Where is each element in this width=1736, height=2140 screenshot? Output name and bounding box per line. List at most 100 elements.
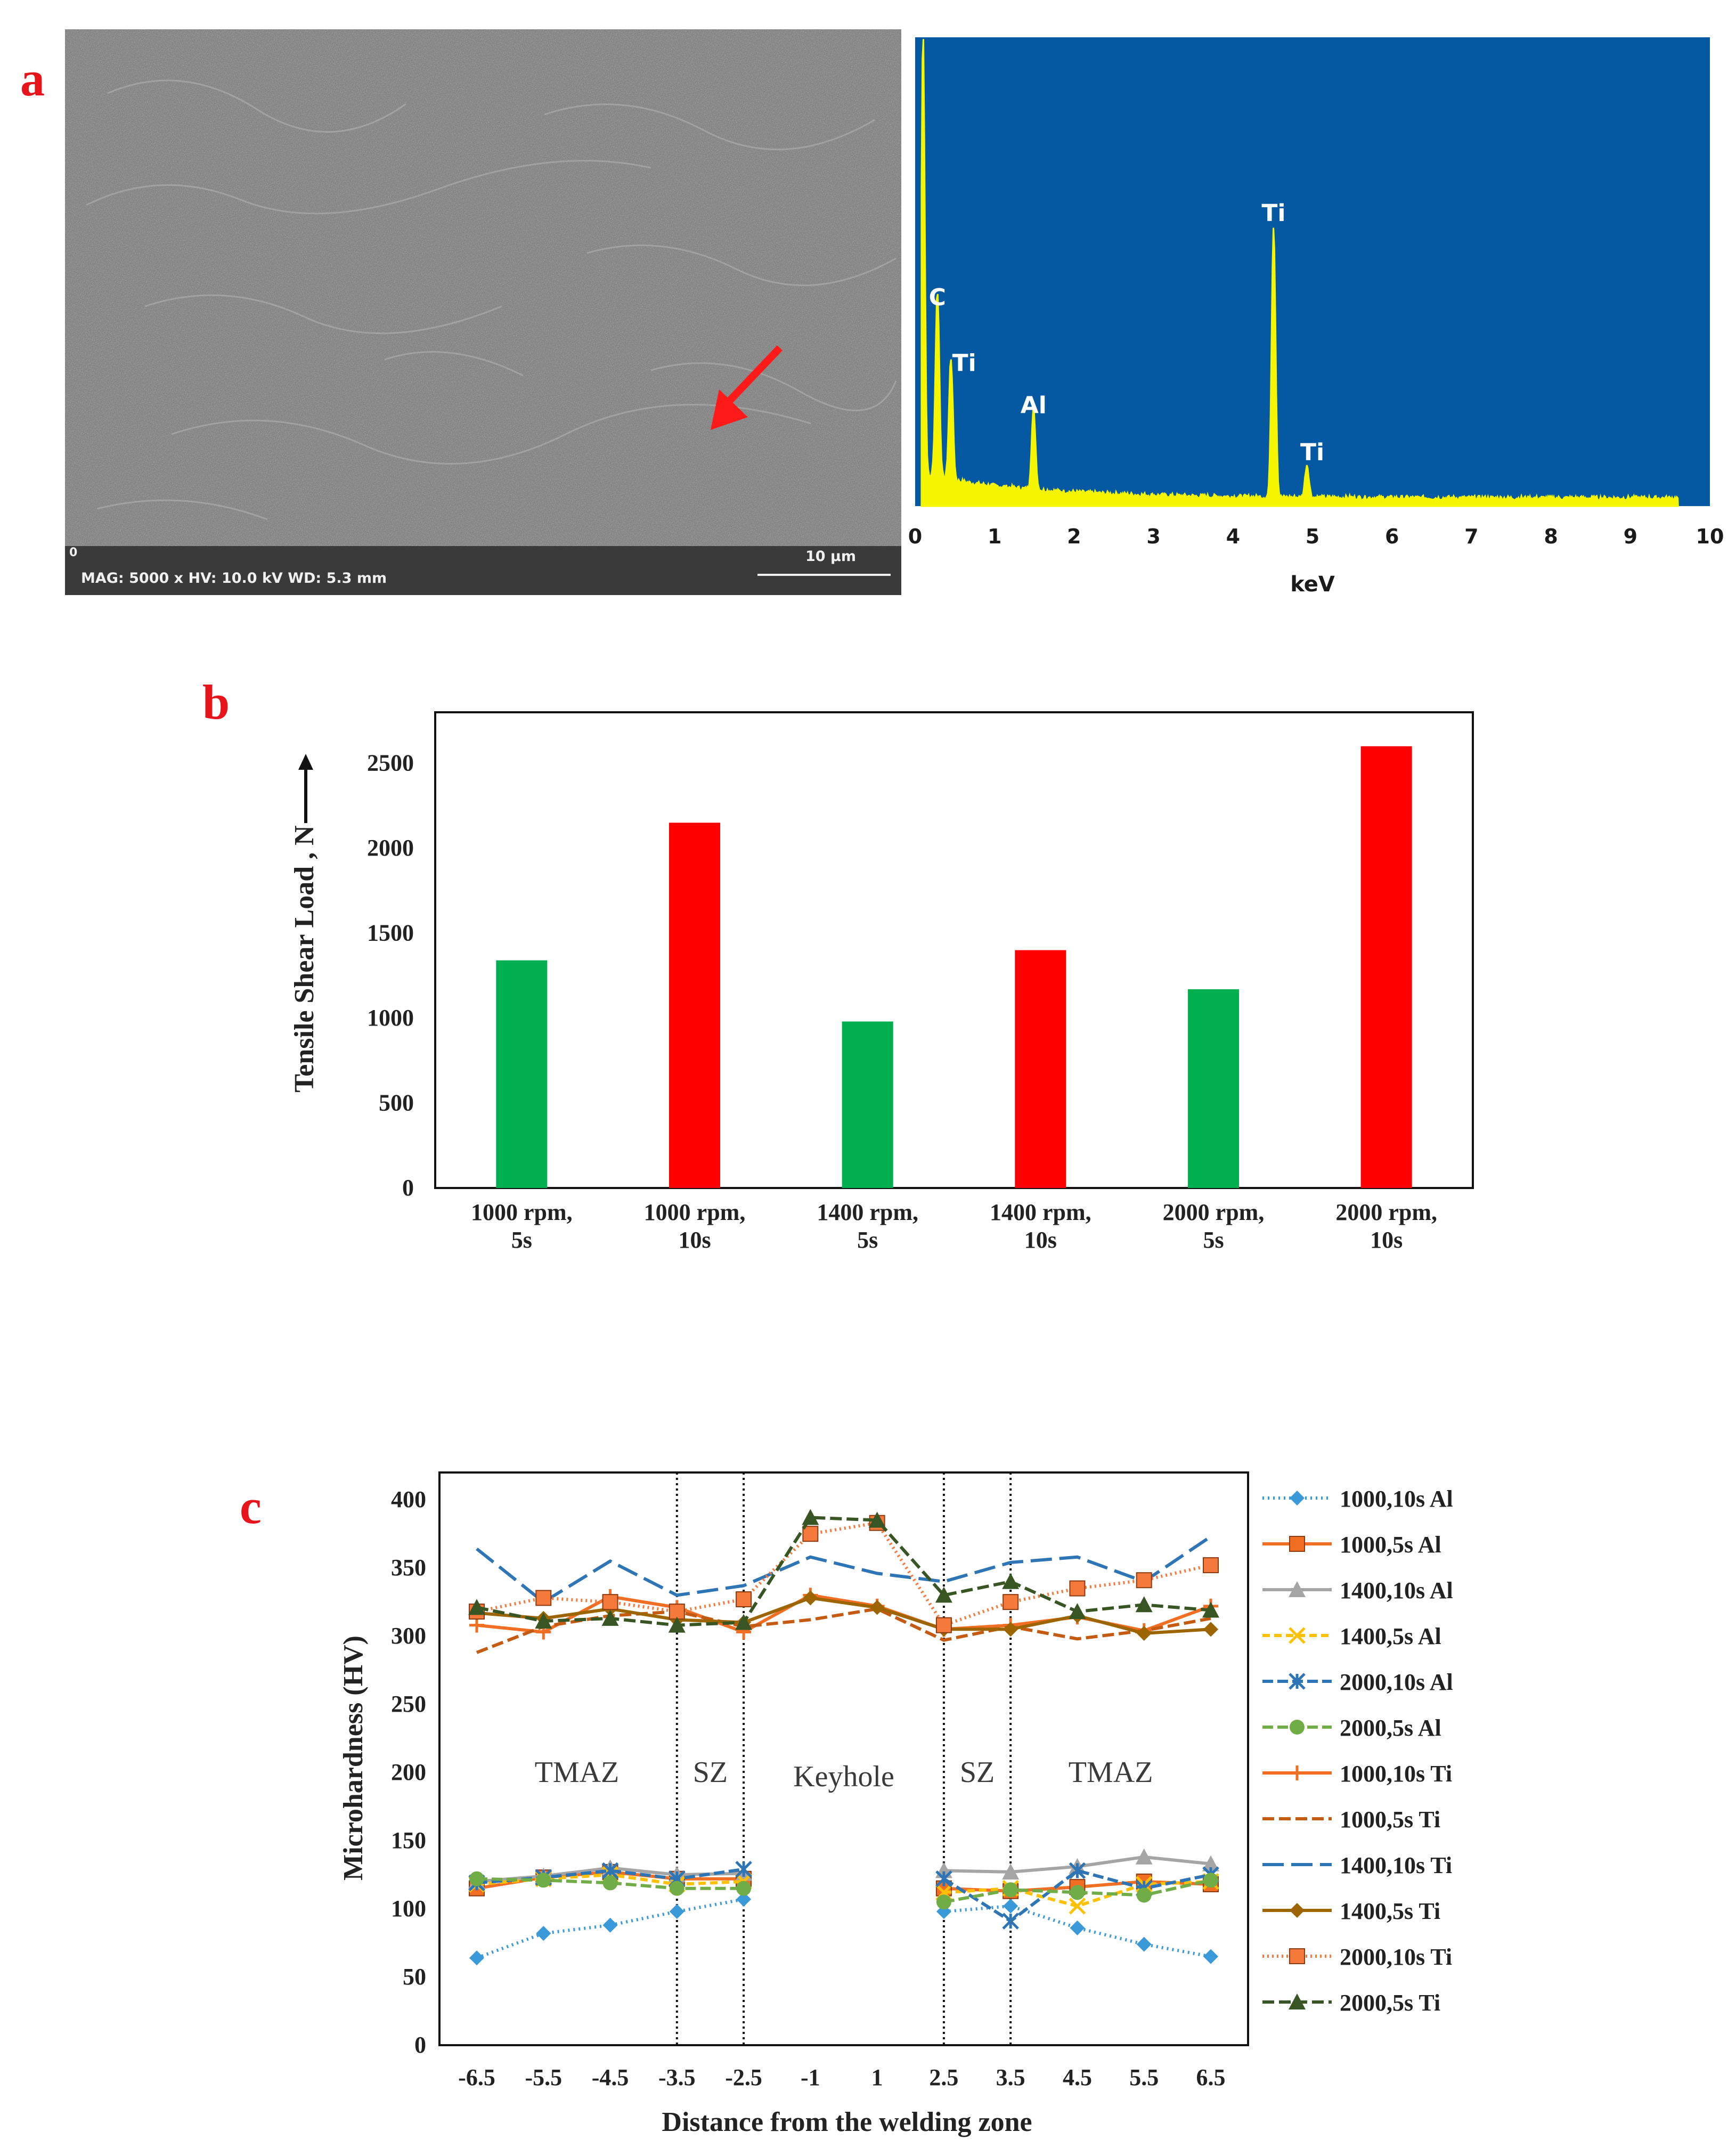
- line-plot-frame: [438, 1471, 1249, 2046]
- line-marker: [1289, 1948, 1305, 1964]
- line-marker: [1070, 1885, 1085, 1900]
- eds-spectrum: C Ti Al Ti Ti 0 1 2 3 4 5 6 7 8 9 10 keV: [908, 37, 1724, 597]
- line-marker: [1203, 1873, 1218, 1888]
- eds-xtick: 7: [1464, 525, 1478, 548]
- series-2000-10s-al: [468, 1861, 1219, 1930]
- eds-xlabel: keV: [1290, 572, 1335, 597]
- line-marker: [1136, 1572, 1152, 1589]
- line-ytick: 400: [391, 1486, 426, 1512]
- line-marker: [1290, 1491, 1305, 1506]
- sem-micrograph: 0 MAG: 5000 x HV: 10.0 kV WD: 5.3 mm 10 …: [65, 29, 901, 595]
- bar-xtick: 10s: [678, 1227, 711, 1253]
- line-marker: [936, 1894, 951, 1910]
- line-ylabel: Microhardness (HV): [338, 1635, 369, 1881]
- line-marker: [1289, 1581, 1306, 1597]
- panel-c-label: c: [240, 1479, 262, 1534]
- legend-item: 2000,10s Ti: [1262, 1944, 1452, 1970]
- line-xtick: -6.5: [458, 2064, 495, 2090]
- line-xtick: 3.5: [996, 2064, 1025, 2090]
- legend-item: 2000,10s Al: [1262, 1669, 1453, 1695]
- series-2000-5s-ti: [468, 1509, 1219, 1633]
- line-marker: [1290, 1765, 1305, 1780]
- legend-item: 1000,10s Al: [1262, 1486, 1453, 1512]
- eds-xtick: 6: [1385, 525, 1399, 548]
- bar-xtick: 1000 rpm,: [644, 1199, 746, 1225]
- line-marker: [736, 1892, 752, 1907]
- series-2000-5s-al: [469, 1871, 1218, 1910]
- line-marker: [1202, 1855, 1219, 1872]
- bar-ylabel: Tensile Shear Load , N: [289, 825, 320, 1092]
- grain-boundaries: [86, 79, 897, 520]
- sem-arrow: [711, 345, 783, 430]
- eds-xtick: 2: [1067, 525, 1081, 548]
- bar: [669, 823, 720, 1188]
- legend-label: 2000,10s Al: [1340, 1669, 1453, 1695]
- series-1000-10s-al: [469, 1892, 1218, 1966]
- line-marker: [1203, 1557, 1219, 1574]
- line-ytick: 350: [391, 1555, 426, 1581]
- line-marker: [1069, 1580, 1086, 1597]
- line-marker: [1070, 1920, 1085, 1935]
- line-marker: [1135, 1848, 1153, 1865]
- line-xtick: -5.5: [525, 2064, 562, 2090]
- line-marker: [803, 1590, 818, 1606]
- line-marker: [1002, 1863, 1020, 1879]
- line-marker: [1136, 1887, 1152, 1903]
- series-line: [476, 1535, 1212, 1604]
- sem-corner-label: 0: [69, 546, 78, 559]
- series-line: [476, 1607, 1211, 1654]
- line-marker: [1003, 1882, 1018, 1898]
- legend-label: 2000,5s Ti: [1340, 1990, 1440, 2016]
- line-marker: [469, 1950, 484, 1966]
- line-marker: [735, 1861, 752, 1878]
- eds-xtick: 5: [1306, 525, 1319, 548]
- line-marker: [536, 1873, 551, 1888]
- line-chart: 0 50 100 150 200 250 300 350 400 -6.5 -5.5 -4.5 -3.…: [338, 1471, 1453, 2137]
- eds-peak-label: C: [929, 284, 946, 311]
- line-marker: [1290, 1720, 1305, 1735]
- line-ytick: 250: [391, 1691, 426, 1717]
- line-marker: [469, 1871, 484, 1886]
- bar-ytick: 0: [402, 1175, 414, 1201]
- legend-item: 1400,5s Al: [1262, 1623, 1441, 1649]
- legend-label: 1000,5s Al: [1340, 1532, 1441, 1558]
- line-marker: [802, 1526, 819, 1542]
- bar-ytick: 2500: [367, 750, 414, 776]
- bar-xtick: 10s: [1024, 1227, 1057, 1253]
- legend-item: 1400,10s Ti: [1262, 1852, 1452, 1878]
- legend-label: 1000,5s Ti: [1340, 1807, 1440, 1833]
- eds-xtick: 0: [908, 525, 922, 548]
- sem-scale-label: 10 μm: [805, 548, 856, 565]
- legend-item: 1000,10s Ti: [1262, 1761, 1452, 1787]
- line-marker: [1003, 1898, 1018, 1914]
- eds-xtick: 3: [1146, 525, 1160, 548]
- legend-item: 1400,5s Ti: [1262, 1898, 1440, 1924]
- series-line: [476, 1516, 1211, 1627]
- line-marker: [868, 1511, 886, 1528]
- bar-xtick: 1400 rpm,: [990, 1199, 1091, 1225]
- line-xtick: 4.5: [1063, 2064, 1092, 2090]
- zone-label: TMAZ: [535, 1756, 620, 1789]
- legend-item: 1000,5s Ti: [1262, 1807, 1440, 1833]
- zone-label: Keyhole: [793, 1760, 894, 1793]
- series-1000-5s-ti: [476, 1607, 1211, 1654]
- eds-trace: [920, 39, 1679, 507]
- bar-xtick: 1400 rpm,: [817, 1199, 918, 1225]
- legend-label: 2000,5s Al: [1340, 1715, 1441, 1741]
- line-marker: [1136, 1626, 1152, 1641]
- line-xtick: -4.5: [592, 2064, 629, 2090]
- sem-info: MAG: 5000 x HV: 10.0 kV WD: 5.3 mm: [81, 570, 387, 587]
- bar-xtick: 5s: [857, 1227, 878, 1253]
- line-marker: [1202, 1601, 1219, 1618]
- line-marker: [1289, 1536, 1305, 1552]
- line-marker: [735, 1614, 753, 1630]
- bar-ytick: 2000: [367, 835, 414, 861]
- line-ytick: 50: [403, 1964, 426, 1990]
- line-marker: [1290, 1903, 1305, 1918]
- eds-peak-label: Ti: [1300, 438, 1324, 466]
- bar-xtick: 10s: [1370, 1227, 1403, 1253]
- bar-ytick: 500: [379, 1090, 414, 1116]
- line-ytick: 300: [391, 1623, 426, 1649]
- line-xtick: -1: [801, 2064, 820, 2090]
